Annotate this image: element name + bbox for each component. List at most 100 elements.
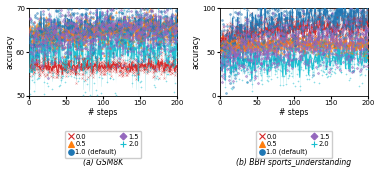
Point	[304, 51, 310, 54]
Point	[44, 34, 51, 37]
Point	[62, 69, 68, 72]
Point	[283, 60, 290, 63]
Point	[101, 36, 107, 39]
Point	[285, 60, 291, 63]
Point	[93, 39, 99, 42]
Point	[52, 60, 58, 64]
Point	[44, 39, 50, 42]
Point	[127, 60, 133, 63]
Point	[281, 55, 287, 58]
Point	[60, 29, 66, 32]
Point	[79, 57, 86, 60]
Point	[46, 34, 52, 37]
Point	[99, 60, 105, 64]
Point	[159, 35, 165, 38]
Point	[348, 54, 355, 57]
Point	[291, 58, 298, 61]
Point	[52, 41, 58, 45]
Point	[358, 17, 364, 20]
Point	[230, 81, 236, 84]
Point	[318, 44, 324, 47]
Point	[157, 33, 163, 36]
Point	[128, 24, 134, 27]
Point	[356, 43, 363, 46]
Point	[234, 72, 240, 75]
Point	[260, 33, 266, 36]
Point	[232, 31, 238, 34]
Point	[119, 44, 125, 47]
Point	[355, 26, 361, 29]
Point	[30, 23, 36, 26]
Point	[248, 46, 254, 49]
Point	[49, 68, 55, 71]
Point	[312, 59, 318, 62]
Point	[142, 34, 148, 37]
Point	[341, 45, 347, 48]
Point	[289, 65, 295, 68]
Point	[279, 51, 285, 54]
Point	[338, 11, 344, 14]
Point	[27, 69, 33, 72]
Point	[77, 38, 83, 41]
Point	[354, 43, 360, 46]
Point	[259, 36, 265, 39]
Point	[164, 67, 170, 70]
Point	[161, 24, 167, 27]
Point	[56, 36, 62, 39]
Point	[282, 64, 288, 67]
Point	[154, 27, 160, 30]
Point	[363, 31, 369, 34]
Point	[100, 23, 106, 26]
Point	[38, 50, 44, 53]
Point	[359, 37, 366, 40]
Point	[247, 45, 253, 48]
Point	[42, 31, 48, 34]
Point	[230, 47, 236, 50]
Point	[266, 43, 272, 46]
Point	[40, 37, 46, 40]
Point	[341, 17, 347, 21]
Point	[37, 27, 43, 30]
Point	[233, 60, 239, 63]
Point	[355, 43, 361, 46]
Point	[30, 61, 36, 64]
Point	[55, 68, 61, 71]
Point	[40, 38, 46, 41]
Point	[133, 27, 139, 30]
Point	[291, 32, 298, 36]
Point	[51, 57, 57, 60]
Point	[130, 29, 136, 32]
Point	[264, 41, 270, 44]
Point	[68, 29, 74, 32]
Point	[144, 41, 150, 45]
Point	[126, 31, 132, 34]
Point	[228, 48, 234, 51]
Point	[101, 59, 108, 62]
Point	[109, 7, 115, 10]
Point	[334, 27, 340, 30]
Point	[166, 24, 172, 27]
Point	[110, 44, 116, 47]
Point	[97, 32, 103, 36]
Point	[58, 79, 64, 82]
Point	[37, 42, 43, 46]
Point	[250, 37, 256, 40]
Point	[138, 16, 144, 19]
Point	[36, 18, 42, 21]
Point	[79, 63, 85, 66]
Point	[303, 52, 309, 55]
Point	[65, 67, 71, 70]
Point	[287, 31, 293, 35]
Point	[299, 38, 305, 41]
Point	[50, 72, 56, 75]
Point	[222, 60, 228, 63]
Point	[48, 63, 54, 66]
Point	[76, 40, 82, 43]
Point	[226, 66, 232, 69]
Point	[365, 28, 371, 31]
Point	[356, 44, 363, 47]
Point	[251, 44, 257, 47]
Point	[235, 47, 241, 50]
Point	[304, 32, 310, 36]
Point	[301, 54, 307, 57]
